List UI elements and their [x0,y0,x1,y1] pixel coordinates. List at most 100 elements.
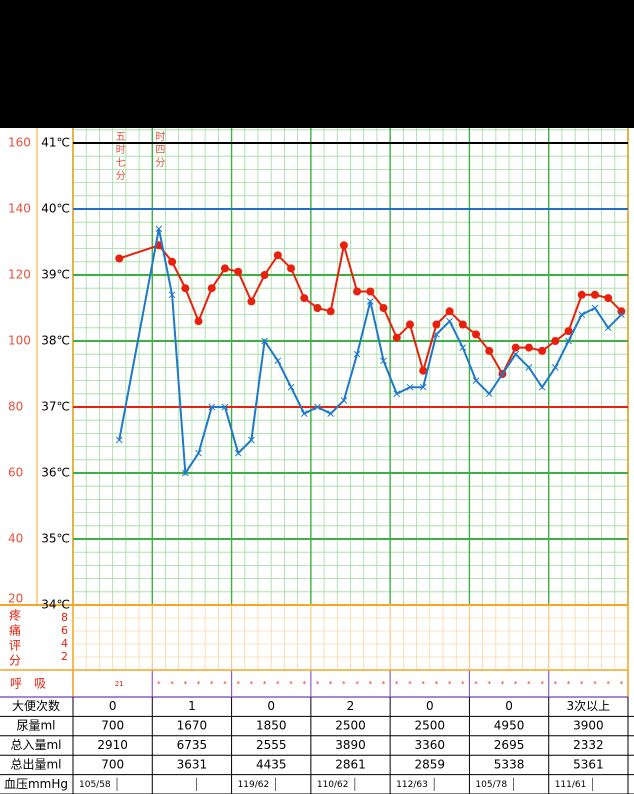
resp-label: 呼 吸 [10,677,46,691]
cell: 110/62 [317,780,349,790]
temp-marker [525,364,533,371]
y2-tick-label: 34℃ [41,598,70,612]
cell: 1850 [256,719,287,733]
resp-value: * [474,680,478,688]
temp-marker [221,403,229,411]
resp-value: * [421,680,425,688]
temp-marker [512,350,520,358]
resp-value: * [157,680,161,688]
cell: 2859 [415,757,446,771]
temp-marker [380,357,387,365]
resp-value: * [263,680,267,688]
pulse-marker [590,290,599,299]
temp-marker [419,383,427,391]
row-label: 总出量ml [10,757,61,771]
resp-value: * [435,680,439,688]
temp-marker [406,383,414,391]
pulse-marker [194,317,203,326]
pulse-marker [485,346,494,355]
temp-marker [433,331,440,338]
pulse-marker [247,297,256,306]
cell: 6735 [177,738,208,752]
pulse-marker [524,343,533,352]
cell: 1 [188,699,196,713]
temp-marker [340,397,348,404]
resp-value: * [342,680,346,688]
top-band [0,0,634,128]
y-tick-label: 120 [8,268,31,282]
temp-marker [446,317,453,325]
temp-marker [499,370,506,378]
temp-marker [208,403,216,411]
y2-tick-label: 39℃ [41,268,70,282]
resp-value: * [170,680,174,688]
cell: 0 [109,699,117,713]
temp-marker [287,383,295,391]
pulse-marker [379,304,388,312]
pulse-marker [260,271,269,279]
temp-marker [353,350,361,358]
resp-value: * [369,680,373,688]
resp-value: * [197,680,201,688]
resp-value: * [210,680,214,688]
y-tick-label: 140 [8,202,31,216]
row-label: 血压mmHg [4,777,68,791]
pulse-marker [564,327,573,336]
resp-value: * [184,680,188,688]
temp-marker [261,337,268,345]
pulse-marker [472,330,481,339]
resp-value: * [408,680,412,688]
pulse-marker [220,264,229,273]
temp-marker [604,324,612,332]
temp-marker [181,469,189,477]
temp-marker [248,436,255,444]
cell: 105/78 [475,780,507,790]
y-tick-label: 60 [8,466,23,480]
pulse-marker [445,307,454,316]
cell: 4950 [494,719,525,733]
pain-tick-label: 2 [61,650,68,663]
resp-value: * [355,680,359,688]
cell: 3360 [415,738,446,752]
temp-marker [578,311,586,318]
resp-value: * [303,680,307,688]
temp-marker [155,225,163,233]
cell: 0 [426,699,434,713]
row-label: 大便次数 [12,698,60,713]
annotation: 五时七分 [113,131,125,183]
resp-value: * [527,680,531,688]
pulse-marker [326,307,335,316]
resp-value: * [223,680,227,688]
pulse-marker [313,304,322,312]
pulse-marker [366,287,375,296]
pulse-marker [405,320,414,329]
resp-value: * [580,680,584,688]
cell: 2500 [415,719,446,733]
pulse-marker [339,241,348,250]
pain-tick-label: 8 [61,611,68,624]
cell: 2695 [494,738,525,752]
cell: 3900 [573,719,604,733]
resp-value: * [461,680,465,688]
cell: 1670 [177,719,208,733]
pulse-marker [419,366,428,375]
pulse-marker [353,287,362,296]
temp-marker [485,390,493,398]
temp-marker [274,357,282,365]
y-tick-label: 40 [8,532,23,546]
cell: 2555 [256,738,287,752]
series-line [118,244,623,377]
resp-value: * [606,680,610,688]
resp-value: * [316,680,320,688]
row-label: 总入量ml [10,738,61,752]
temp-marker [538,383,546,391]
resp-value: * [620,680,624,688]
resp-value: * [501,680,505,688]
resp-value: * [567,680,571,688]
pulse-marker [458,320,467,329]
temp-marker [472,377,480,384]
cell: 2910 [97,738,128,752]
pulse-marker [432,320,441,329]
resp-value: * [395,680,399,688]
pulse-marker [287,264,296,273]
